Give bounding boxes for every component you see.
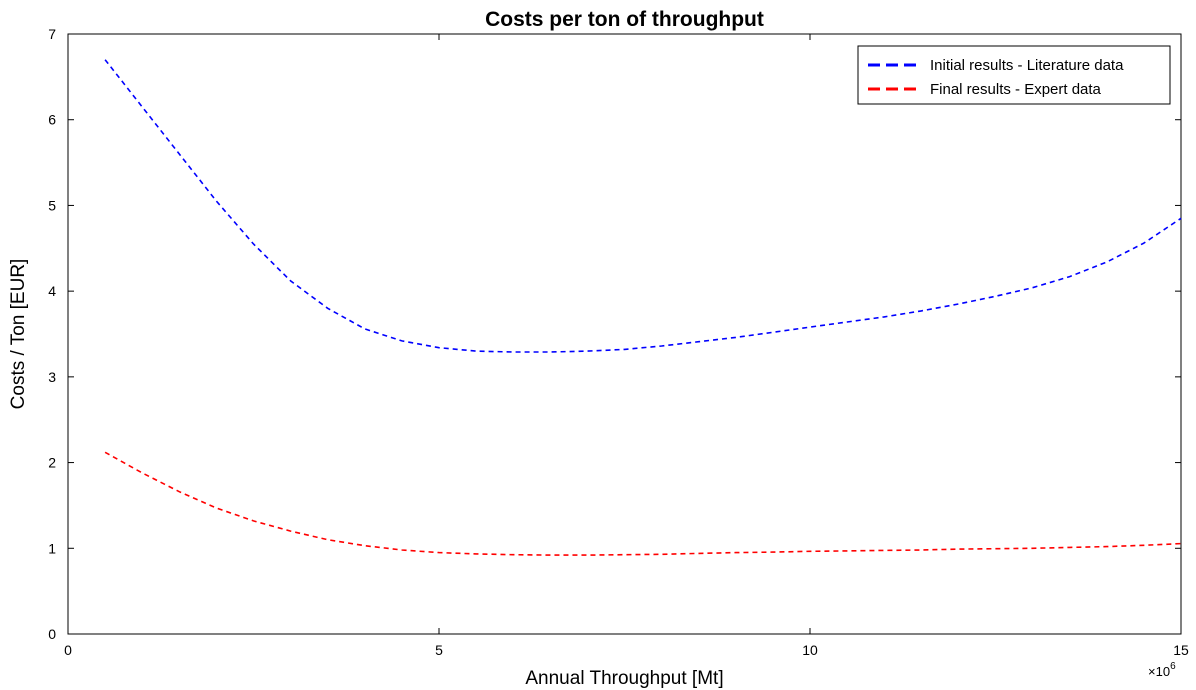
legend-entry-2: Final results - Expert data <box>930 81 1102 98</box>
x-axis-multiplier: ×106 <box>1148 661 1176 679</box>
legend: Initial results - Literature data Final r… <box>857 45 1171 105</box>
y-axis: 0 1 2 3 4 5 6 7 <box>48 26 1181 642</box>
series-layer <box>104 59 1182 556</box>
x-tick-label: 15 <box>1173 642 1189 658</box>
y-tick-label: 6 <box>48 112 56 128</box>
x-axis: 0 5 10 15 <box>64 34 1189 658</box>
x-axis-label: Annual Throughput [Mt] <box>525 668 723 689</box>
x-axis-multiplier-exponent: 6 <box>1170 661 1176 672</box>
y-tick-label: 4 <box>48 283 56 299</box>
y-tick-label: 5 <box>48 197 56 213</box>
plot-frame <box>67 33 1182 635</box>
y-tick-label: 1 <box>48 540 56 556</box>
y-tick-label: 3 <box>48 369 56 385</box>
x-tick-label: 0 <box>64 642 72 658</box>
y-tick-label: 0 <box>48 626 56 642</box>
series-line-1 <box>104 59 1182 353</box>
chart-title: Costs per ton of throughput <box>485 8 764 31</box>
legend-entry-1: Initial results - Literature data <box>930 57 1124 74</box>
x-axis-multiplier-base: ×10 <box>1148 664 1170 679</box>
y-tick-label: 7 <box>48 26 56 42</box>
y-axis-label: Costs / Ton [EUR] <box>8 259 29 410</box>
y-tick-label: 2 <box>48 455 56 471</box>
plot-area <box>67 33 1182 635</box>
legend-box <box>857 45 1171 105</box>
x-tick-label: 5 <box>435 642 443 658</box>
x-tick-label: 10 <box>802 642 818 658</box>
